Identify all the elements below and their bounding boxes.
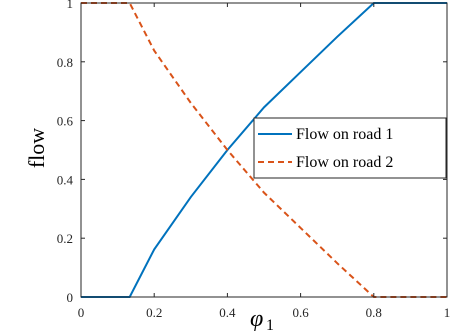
axes — [80, 2, 448, 298]
x-tick-label: 0 — [78, 305, 85, 320]
series-line-road-2 — [81, 2, 447, 298]
series-layer — [81, 2, 447, 298]
legend-label-road-1: Flow on road 1 — [296, 126, 393, 143]
x-tick-label: 1 — [444, 305, 451, 320]
x-axis-label-subscript: 1 — [266, 317, 274, 332]
legend-box — [253, 117, 447, 179]
legend-label-road-2: Flow on road 2 — [296, 154, 393, 171]
x-tick-label: 0.6 — [292, 305, 309, 320]
ticks: 0 0.2 0.4 0.6 0.8 1 0 0.2 0.4 0.6 0.8 1 — [57, 0, 451, 320]
x-tick-label: 0.2 — [146, 305, 162, 320]
series-line-road-1 — [81, 2, 447, 298]
y-tick-label: 0.2 — [57, 231, 73, 246]
y-tick-label: 0.8 — [57, 55, 73, 70]
x-axis-label: φ — [250, 306, 263, 332]
y-tick-label: 1 — [67, 0, 74, 11]
x-tick-label: 0.8 — [366, 305, 382, 320]
x-tick-label: 0.4 — [219, 305, 236, 320]
y-axis-label: flow — [24, 128, 49, 168]
y-tick-label: 0.4 — [57, 172, 74, 187]
y-tick-label: 0.6 — [57, 114, 74, 129]
legend: Flow on road 1 Flow on road 2 — [253, 117, 447, 179]
plot-area-border — [80, 2, 448, 298]
y-tick-label: 0 — [67, 290, 74, 305]
